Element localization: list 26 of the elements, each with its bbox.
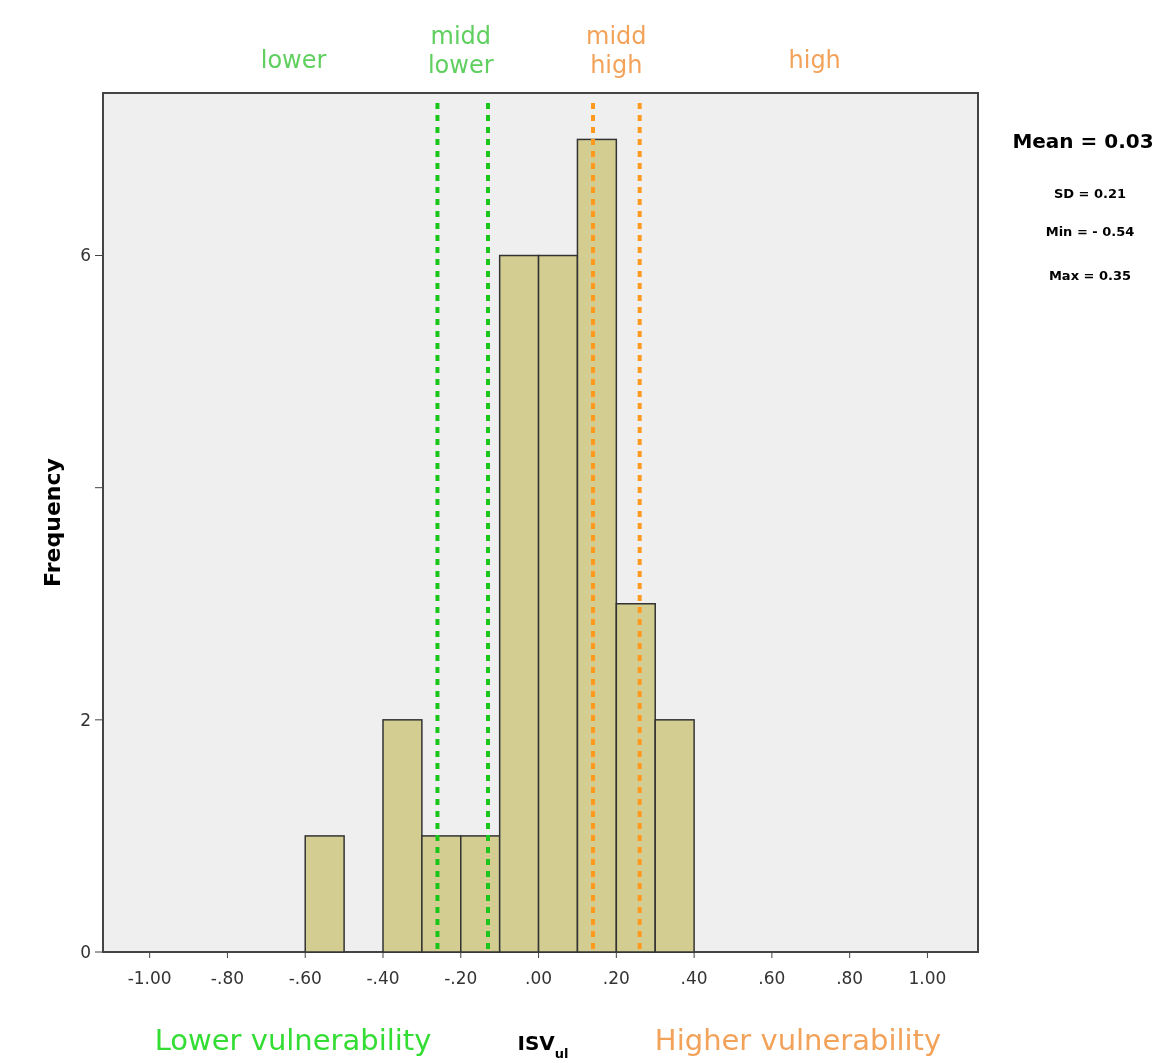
- x-tick-label: .20: [602, 968, 630, 988]
- text: Higher vulnerability: [654, 1023, 942, 1057]
- y-axis-title: Frequency: [40, 458, 65, 587]
- x-tick-label: .40: [680, 968, 708, 988]
- text: Mean = 0.03: [1012, 129, 1154, 153]
- text: midd high: [586, 22, 647, 79]
- y-tick-label: 2: [80, 709, 91, 730]
- text: SD = 0.21: [1053, 186, 1127, 201]
- x-axis-title: ISV$_{ul}$: [517, 1031, 569, 1061]
- x-tick-label: -.80: [210, 968, 245, 988]
- text: high: [788, 46, 841, 74]
- text: midd lower: [427, 22, 494, 79]
- text: Max = 0.35: [1048, 268, 1132, 283]
- text: Min = - 0.54: [1045, 224, 1135, 239]
- x-tick-label: .80: [836, 968, 864, 988]
- x-tick-label: 1.00: [908, 968, 947, 988]
- text: Lower vulnerability: [154, 1023, 432, 1057]
- y-tick-label: 6: [80, 245, 91, 266]
- x-tick-label: -.60: [288, 968, 322, 988]
- x-tick-label: -1.00: [127, 968, 172, 988]
- x-tick-label: -.40: [366, 968, 400, 988]
- x-tick-label: .60: [758, 968, 786, 988]
- y-tick-label: 0: [80, 941, 91, 962]
- text: lower: [260, 46, 327, 74]
- x-tick-label: -.20: [444, 968, 478, 988]
- x-tick-label: .00: [525, 968, 553, 988]
